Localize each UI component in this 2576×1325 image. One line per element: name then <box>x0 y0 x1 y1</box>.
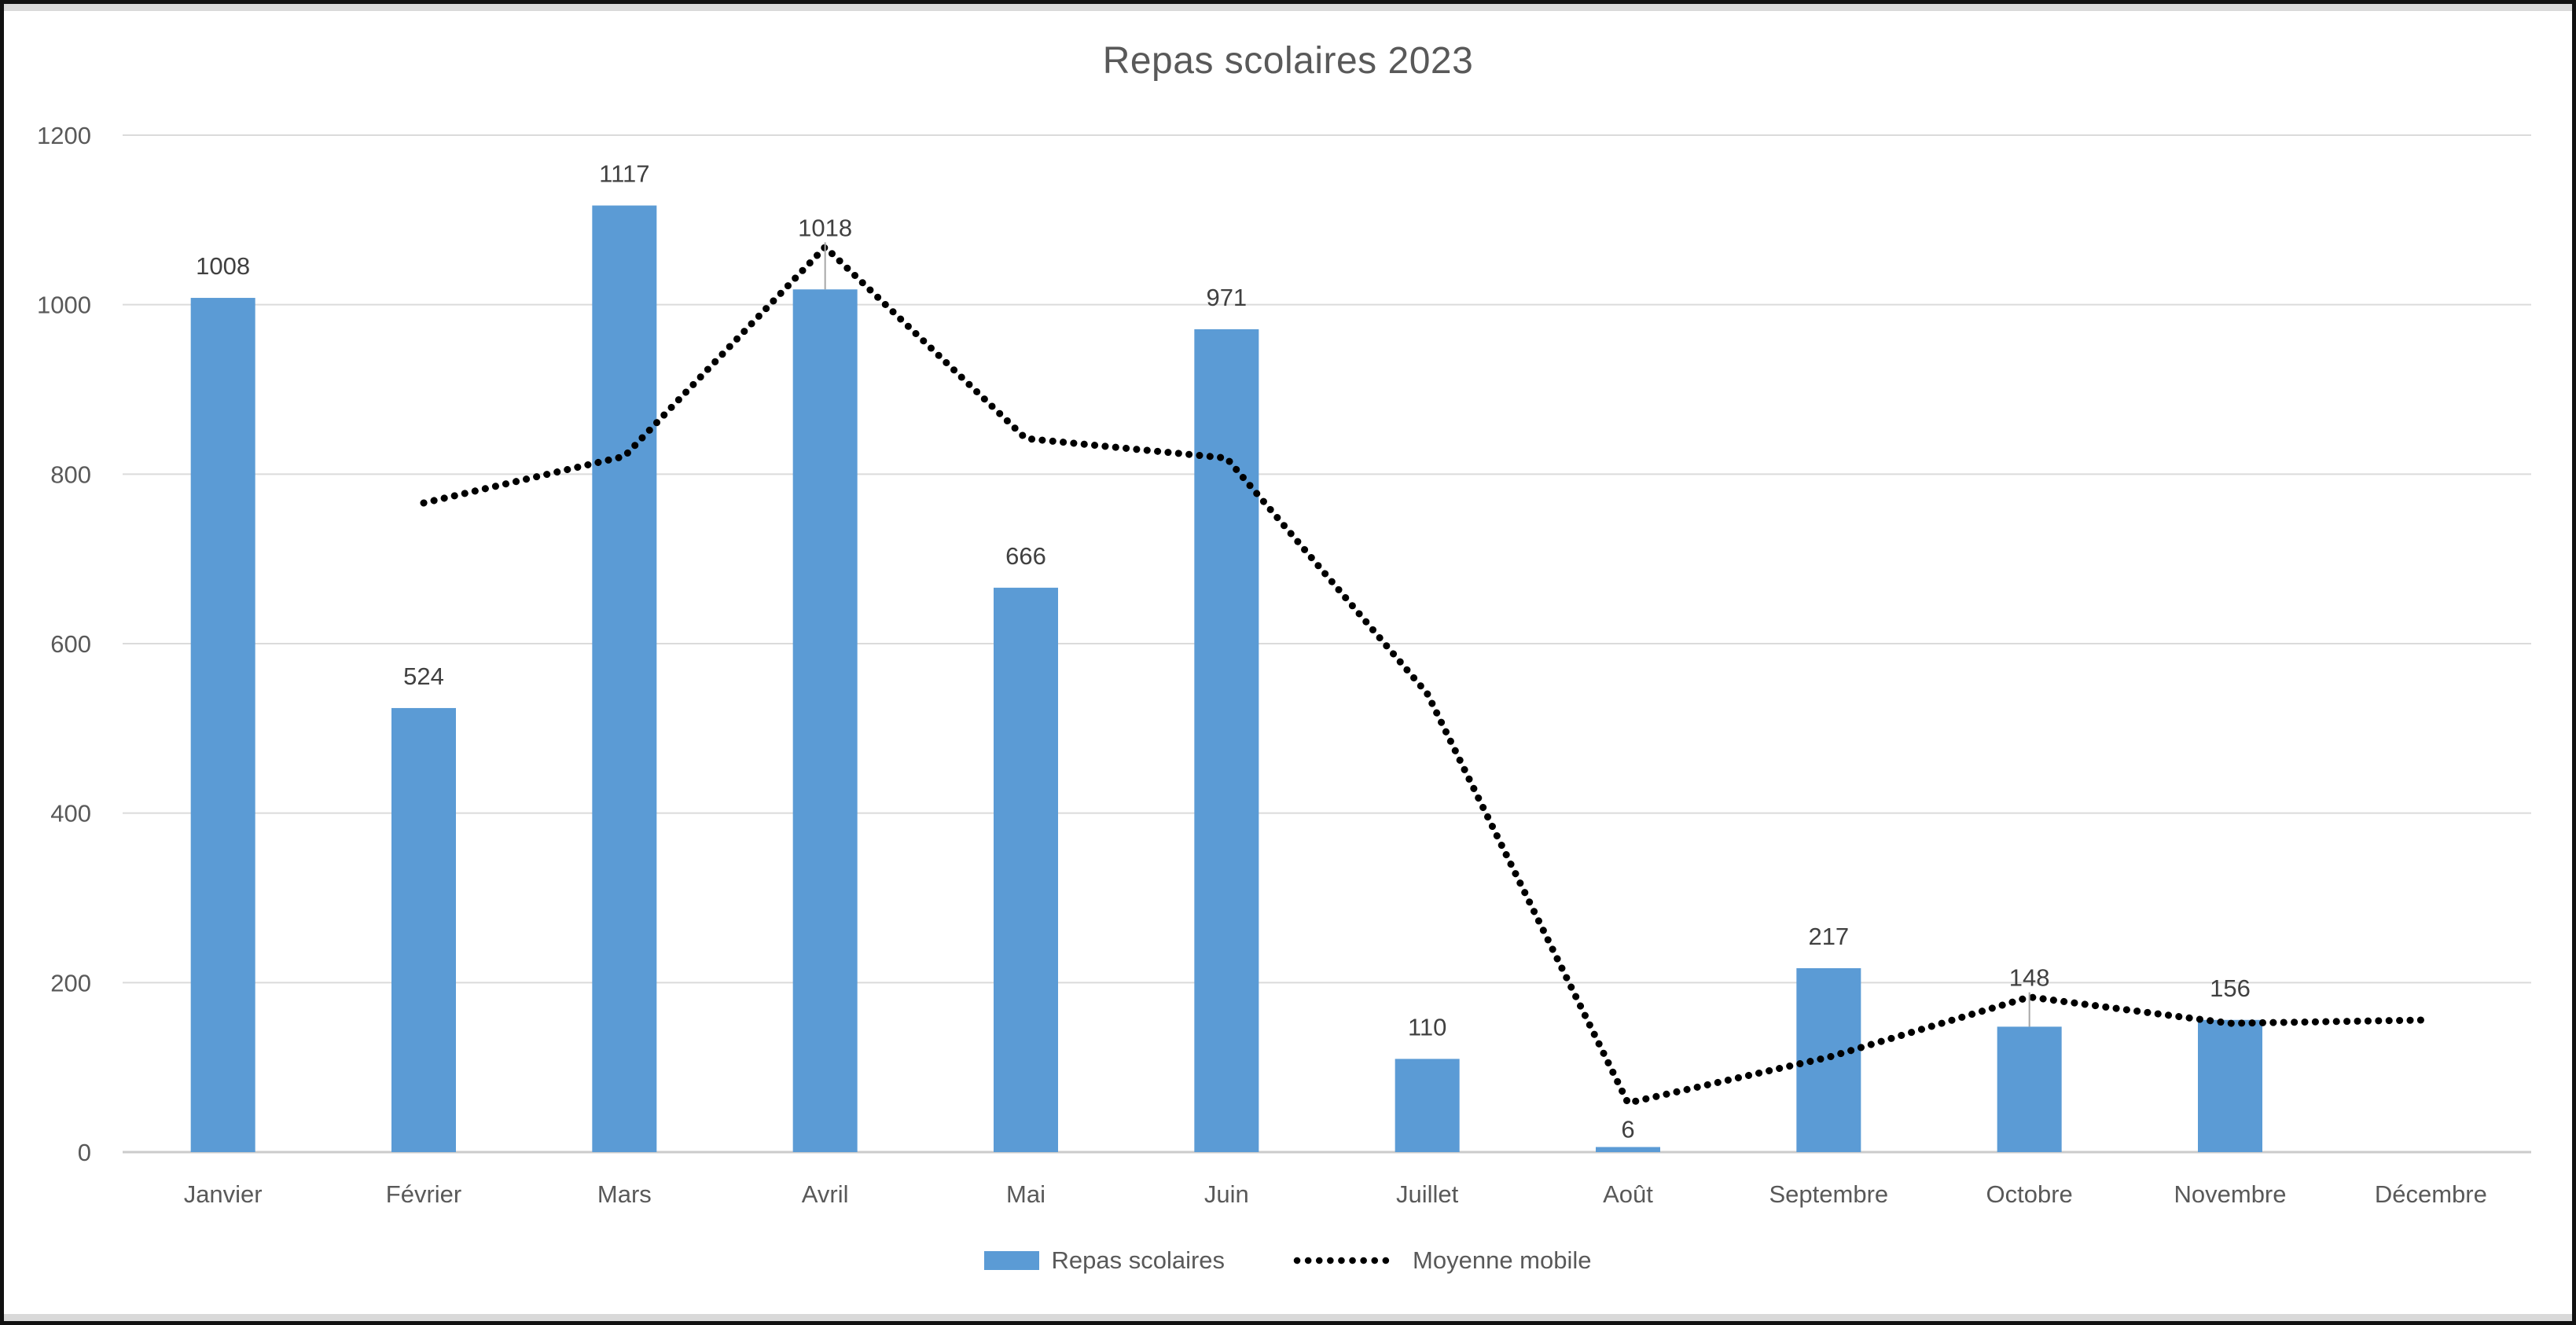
legend-label-repas-scolaires: Repas scolaires <box>1051 1246 1226 1274</box>
bar-aout[interactable] <box>1596 1147 1660 1152</box>
bar-janvier[interactable] <box>190 298 255 1152</box>
bar-fevrier[interactable] <box>391 707 456 1152</box>
bar-mai[interactable] <box>994 587 1058 1152</box>
y-tick-label-0: 0 <box>78 1139 91 1166</box>
x-tick-label-avril: Avril <box>802 1180 849 1208</box>
worksheet-margin-strip-top <box>4 4 2572 11</box>
x-tick-label-mars: Mars <box>597 1180 652 1208</box>
bar-mars[interactable] <box>592 205 657 1152</box>
data-label-septembre: 217 <box>1808 923 1849 950</box>
x-tick-label-septembre: Septembre <box>1769 1180 1889 1208</box>
legend-item-repas-scolaires[interactable]: Repas scolaires <box>984 1246 1225 1275</box>
y-tick-label-400: 400 <box>50 800 91 828</box>
legend: Repas scolaires Moyenne mobile <box>0 1246 2576 1275</box>
bar-juin[interactable] <box>1194 328 1259 1152</box>
data-label-aout: 6 <box>1621 1116 1634 1143</box>
data-label-novembre: 156 <box>2210 974 2251 1002</box>
moyenne-mobile-line[interactable] <box>420 241 2435 1107</box>
legend-label-moyenne-mobile: Moyenne mobile <box>1413 1246 1592 1274</box>
y-tick-label-1000: 1000 <box>37 292 91 319</box>
x-tick-label-decembre: Décembre <box>2375 1180 2487 1208</box>
y-tick-label-1200: 1200 <box>37 122 91 149</box>
data-label-janvier: 1008 <box>196 252 250 280</box>
y-tick-label-800: 800 <box>50 461 91 488</box>
chart-title[interactable]: Repas scolaires 2023 <box>1102 40 1474 82</box>
data-label-avril: 1018 <box>798 214 852 241</box>
data-label-octobre: 148 <box>2009 964 2050 992</box>
bar-series-swatch-icon <box>984 1251 1040 1270</box>
x-tick-label-aout: Août <box>1603 1180 1653 1208</box>
bar-avril[interactable] <box>792 289 858 1153</box>
data-label-juin: 971 <box>1206 284 1247 311</box>
x-tick-label-juillet: Juillet <box>1396 1180 1459 1208</box>
dotted-line-swatch-icon <box>1293 1257 1400 1264</box>
worksheet-margin-strip-bottom <box>4 1314 2572 1321</box>
x-tick-label-juin: Juin <box>1204 1180 1249 1208</box>
x-tick-label-novembre: Novembre <box>2174 1180 2287 1208</box>
data-label-mai: 666 <box>1005 542 1046 570</box>
x-tick-label-mai: Mai <box>1006 1180 1045 1208</box>
bar-novembre[interactable] <box>2198 1019 2262 1152</box>
x-tick-label-janvier: Janvier <box>184 1180 263 1208</box>
bar-septembre[interactable] <box>1796 968 1861 1152</box>
data-label-juillet: 110 <box>1408 1013 1446 1041</box>
x-tick-label-octobre: Octobre <box>1986 1180 2073 1208</box>
data-label-fevrier: 524 <box>403 662 444 690</box>
data-label-mars: 1117 <box>599 160 649 188</box>
legend-item-moyenne-mobile[interactable]: Moyenne mobile <box>1292 1246 1592 1275</box>
x-tick-label-fevrier: Février <box>386 1180 461 1208</box>
y-tick-label-200: 200 <box>50 969 91 997</box>
bar-octobre[interactable] <box>1997 1026 2062 1152</box>
y-tick-label-600: 600 <box>50 630 91 658</box>
bar-juillet[interactable] <box>1395 1059 1460 1152</box>
